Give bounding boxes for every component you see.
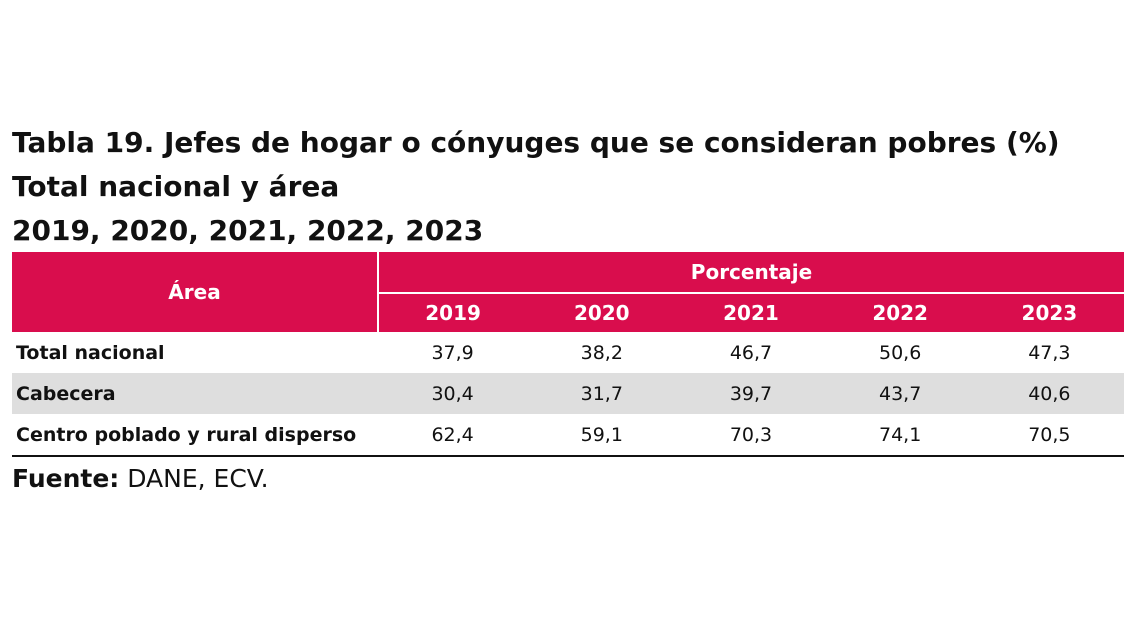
source-label: Fuente: <box>12 464 120 493</box>
table-cell: 46,7 <box>729 341 773 364</box>
table-cell: 40,6 <box>974 373 1124 414</box>
table-cell: 50,6 <box>879 341 922 364</box>
table-body: Total nacional 37,9 38,2 46,7 50,6 47,3 … <box>12 332 1124 457</box>
title-line-1: Tabla 19. Jefes de hogar o cónyuges que … <box>12 126 1060 159</box>
data-table-container: Área Porcentaje 2019 2020 2021 2022 2023… <box>12 252 1124 457</box>
header-year: 2019 <box>378 293 528 332</box>
table-header: Área Porcentaje 2019 2020 2021 2022 2023 <box>12 252 1124 332</box>
header-year: 2022 <box>825 293 975 332</box>
header-porcentaje: Porcentaje <box>378 252 1124 294</box>
table-row: Centro poblado y rural disperso 62,4 59,… <box>12 414 1124 457</box>
header-year: 2020 <box>527 293 677 332</box>
source-note: Fuente: DANE, ECV. <box>12 464 269 493</box>
row-area-label: Centro poblado y rural disperso <box>12 414 378 457</box>
table-cell: 74,1 <box>825 414 975 457</box>
source-text: DANE, ECV. <box>119 464 269 493</box>
table-row: Cabecera 30,4 31,7 39,7 43,7 40,6 <box>12 373 1124 414</box>
header-area: Área <box>12 252 379 332</box>
table-cell: 47,3 <box>1028 341 1071 364</box>
table-cell: 38,2 <box>580 341 623 364</box>
row-area-label: Total nacional <box>16 341 165 364</box>
header-year: 2023 <box>974 293 1124 332</box>
table-cell: 62,4 <box>378 414 528 457</box>
table-title: Tabla 19. Jefes de hogar o cónyuges que … <box>12 121 1060 253</box>
data-table: Área Porcentaje 2019 2020 2021 2022 2023… <box>12 252 1124 457</box>
table-cell: 30,4 <box>378 373 528 414</box>
title-line-2: Total nacional y área <box>12 170 340 203</box>
table-cell: 37,9 <box>431 341 474 364</box>
header-year: 2021 <box>676 293 826 332</box>
table-cell: 31,7 <box>527 373 677 414</box>
table-cell: 59,1 <box>527 414 677 457</box>
row-area-label: Cabecera <box>12 373 378 414</box>
title-line-3: 2019, 2020, 2021, 2022, 2023 <box>12 214 484 247</box>
table-cell: 70,5 <box>974 414 1124 457</box>
table-cell: 43,7 <box>825 373 975 414</box>
table-row: Total nacional 37,9 38,2 46,7 50,6 47,3 <box>12 332 1124 373</box>
table-cell: 70,3 <box>676 414 826 457</box>
table-cell: 39,7 <box>676 373 826 414</box>
